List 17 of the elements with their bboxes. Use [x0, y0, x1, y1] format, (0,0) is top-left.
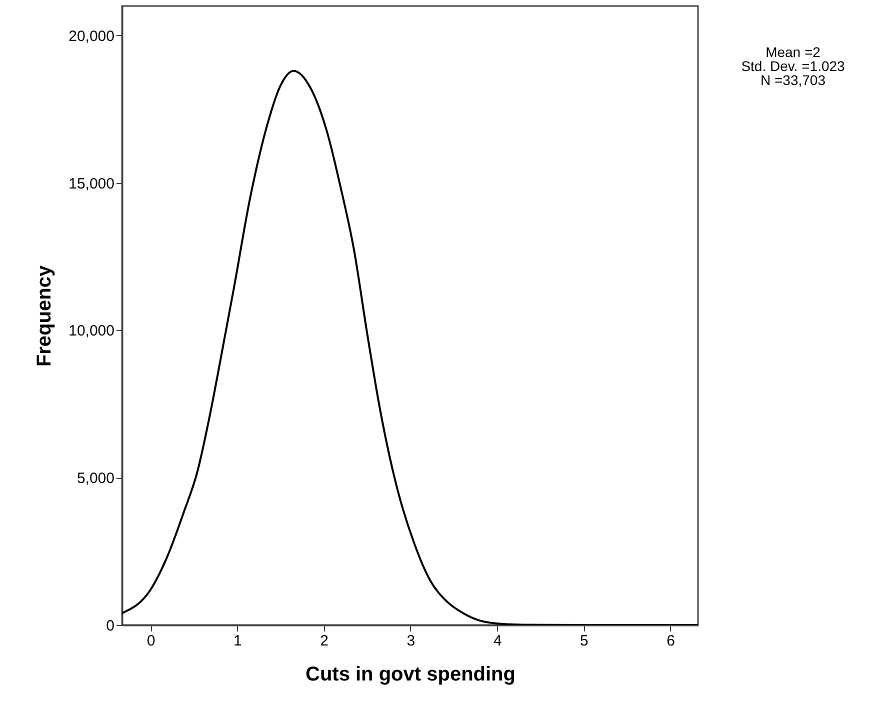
x-tick-label: 3 — [406, 632, 416, 650]
text: Mean =2 — [766, 44, 821, 60]
text: N =33,703 — [760, 72, 826, 88]
x-axis-title: Cuts in govt spending — [306, 664, 516, 686]
y-tick-label: 5,000 — [76, 470, 114, 488]
y-tick-label: 20,000 — [68, 28, 114, 45]
x-tick-label: 0 — [146, 632, 156, 650]
x-tick-label: 5 — [580, 632, 588, 650]
y-axis-title: Frequency — [34, 264, 56, 367]
x-tick-label: 2 — [320, 632, 328, 650]
y-tick-label: 15,000 — [68, 175, 114, 192]
y-tick-label: 0 — [106, 618, 114, 634]
y-tick-label: 10,000 — [68, 322, 114, 340]
x-tick-label: 1 — [234, 632, 242, 650]
x-tick-label: 4 — [493, 632, 502, 650]
text: Std. Dev. =1.023 — [741, 58, 846, 74]
x-tick-label: 6 — [666, 632, 675, 650]
